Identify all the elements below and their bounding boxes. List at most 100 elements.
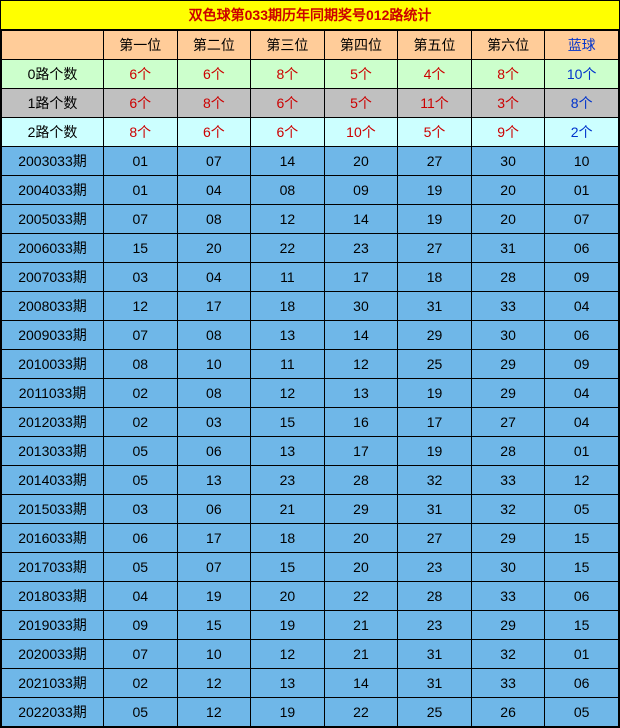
redball-cell: 25	[398, 350, 472, 379]
stat-value: 4个	[398, 60, 472, 89]
table-row: 2016033期06171820272915	[2, 524, 619, 553]
redball-cell: 20	[471, 176, 545, 205]
redball-cell: 21	[251, 495, 325, 524]
redball-cell: 19	[177, 582, 251, 611]
redball-cell: 12	[177, 669, 251, 698]
redball-cell: 08	[177, 321, 251, 350]
redball-cell: 02	[104, 669, 178, 698]
redball-cell: 23	[251, 466, 325, 495]
period-cell: 2011033期	[2, 379, 104, 408]
redball-cell: 19	[251, 611, 325, 640]
redball-cell: 15	[251, 553, 325, 582]
redball-cell: 17	[398, 408, 472, 437]
period-cell: 2019033期	[2, 611, 104, 640]
stat-value: 6个	[177, 118, 251, 147]
stat-value: 6个	[104, 60, 178, 89]
stat-value: 6个	[251, 89, 325, 118]
table-row: 2013033期05061317192801	[2, 437, 619, 466]
redball-cell: 18	[251, 292, 325, 321]
redball-cell: 10	[177, 640, 251, 669]
blueball-cell: 10	[545, 147, 619, 176]
redball-cell: 17	[324, 263, 398, 292]
blueball-cell: 01	[545, 640, 619, 669]
table-row: 2021033期02121314313306	[2, 669, 619, 698]
stat-value: 5个	[324, 60, 398, 89]
redball-cell: 28	[471, 437, 545, 466]
redball-cell: 25	[398, 698, 472, 727]
redball-cell: 14	[324, 205, 398, 234]
redball-cell: 33	[471, 292, 545, 321]
col-period	[2, 31, 104, 60]
redball-cell: 21	[324, 640, 398, 669]
period-cell: 2003033期	[2, 147, 104, 176]
redball-cell: 01	[104, 147, 178, 176]
redball-cell: 29	[471, 611, 545, 640]
redball-cell: 06	[177, 437, 251, 466]
stats-table: 第一位 第二位 第三位 第四位 第五位 第六位 蓝球 0路个数6个6个8个5个4…	[1, 30, 619, 727]
period-cell: 2012033期	[2, 408, 104, 437]
lottery-stats-table: 双色球第033期历年同期奖号012路统计 第一位 第二位 第三位 第四位 第五位…	[0, 0, 620, 728]
blueball-cell: 09	[545, 350, 619, 379]
blueball-cell: 15	[545, 553, 619, 582]
stat-value: 8个	[471, 60, 545, 89]
stat-value: 8个	[251, 60, 325, 89]
redball-cell: 06	[104, 524, 178, 553]
redball-cell: 19	[398, 437, 472, 466]
redball-cell: 19	[398, 176, 472, 205]
redball-cell: 32	[398, 466, 472, 495]
redball-cell: 05	[104, 698, 178, 727]
header-row: 第一位 第二位 第三位 第四位 第五位 第六位 蓝球	[2, 31, 619, 60]
redball-cell: 18	[398, 263, 472, 292]
redball-cell: 08	[177, 379, 251, 408]
col-pos1: 第一位	[104, 31, 178, 60]
redball-cell: 05	[104, 553, 178, 582]
redball-cell: 04	[104, 582, 178, 611]
redball-cell: 27	[398, 524, 472, 553]
table-row: 2011033期02081213192904	[2, 379, 619, 408]
redball-cell: 33	[471, 582, 545, 611]
blueball-cell: 06	[545, 321, 619, 350]
col-pos5: 第五位	[398, 31, 472, 60]
redball-cell: 12	[177, 698, 251, 727]
period-cell: 2009033期	[2, 321, 104, 350]
redball-cell: 19	[398, 379, 472, 408]
table-title: 双色球第033期历年同期奖号012路统计	[1, 1, 619, 30]
table-row: 2012033期02031516172704	[2, 408, 619, 437]
redball-cell: 08	[177, 205, 251, 234]
blueball-cell: 15	[545, 611, 619, 640]
redball-cell: 06	[177, 495, 251, 524]
redball-cell: 30	[471, 553, 545, 582]
redball-cell: 02	[104, 379, 178, 408]
redball-cell: 14	[324, 321, 398, 350]
redball-cell: 12	[251, 379, 325, 408]
redball-cell: 12	[324, 350, 398, 379]
period-cell: 2022033期	[2, 698, 104, 727]
blueball-cell: 01	[545, 437, 619, 466]
table-row: 2015033期03062129313205	[2, 495, 619, 524]
redball-cell: 23	[398, 611, 472, 640]
period-cell: 2004033期	[2, 176, 104, 205]
stat-value: 3个	[471, 89, 545, 118]
redball-cell: 07	[177, 553, 251, 582]
blueball-cell: 01	[545, 176, 619, 205]
redball-cell: 27	[398, 234, 472, 263]
redball-cell: 07	[104, 205, 178, 234]
period-cell: 2014033期	[2, 466, 104, 495]
table-row: 2003033期01071420273010	[2, 147, 619, 176]
redball-cell: 05	[104, 437, 178, 466]
blueball-cell: 05	[545, 495, 619, 524]
table-row: 2020033期07101221313201	[2, 640, 619, 669]
redball-cell: 19	[251, 698, 325, 727]
stat-row: 1路个数6个8个6个5个11个3个8个	[2, 89, 619, 118]
col-pos6: 第六位	[471, 31, 545, 60]
redball-cell: 13	[251, 321, 325, 350]
redball-cell: 29	[471, 379, 545, 408]
table-row: 2007033期03041117182809	[2, 263, 619, 292]
blueball-cell: 05	[545, 698, 619, 727]
redball-cell: 04	[177, 176, 251, 205]
period-cell: 2013033期	[2, 437, 104, 466]
redball-cell: 12	[251, 640, 325, 669]
blueball-cell: 09	[545, 263, 619, 292]
blueball-cell: 04	[545, 292, 619, 321]
redball-cell: 12	[251, 205, 325, 234]
